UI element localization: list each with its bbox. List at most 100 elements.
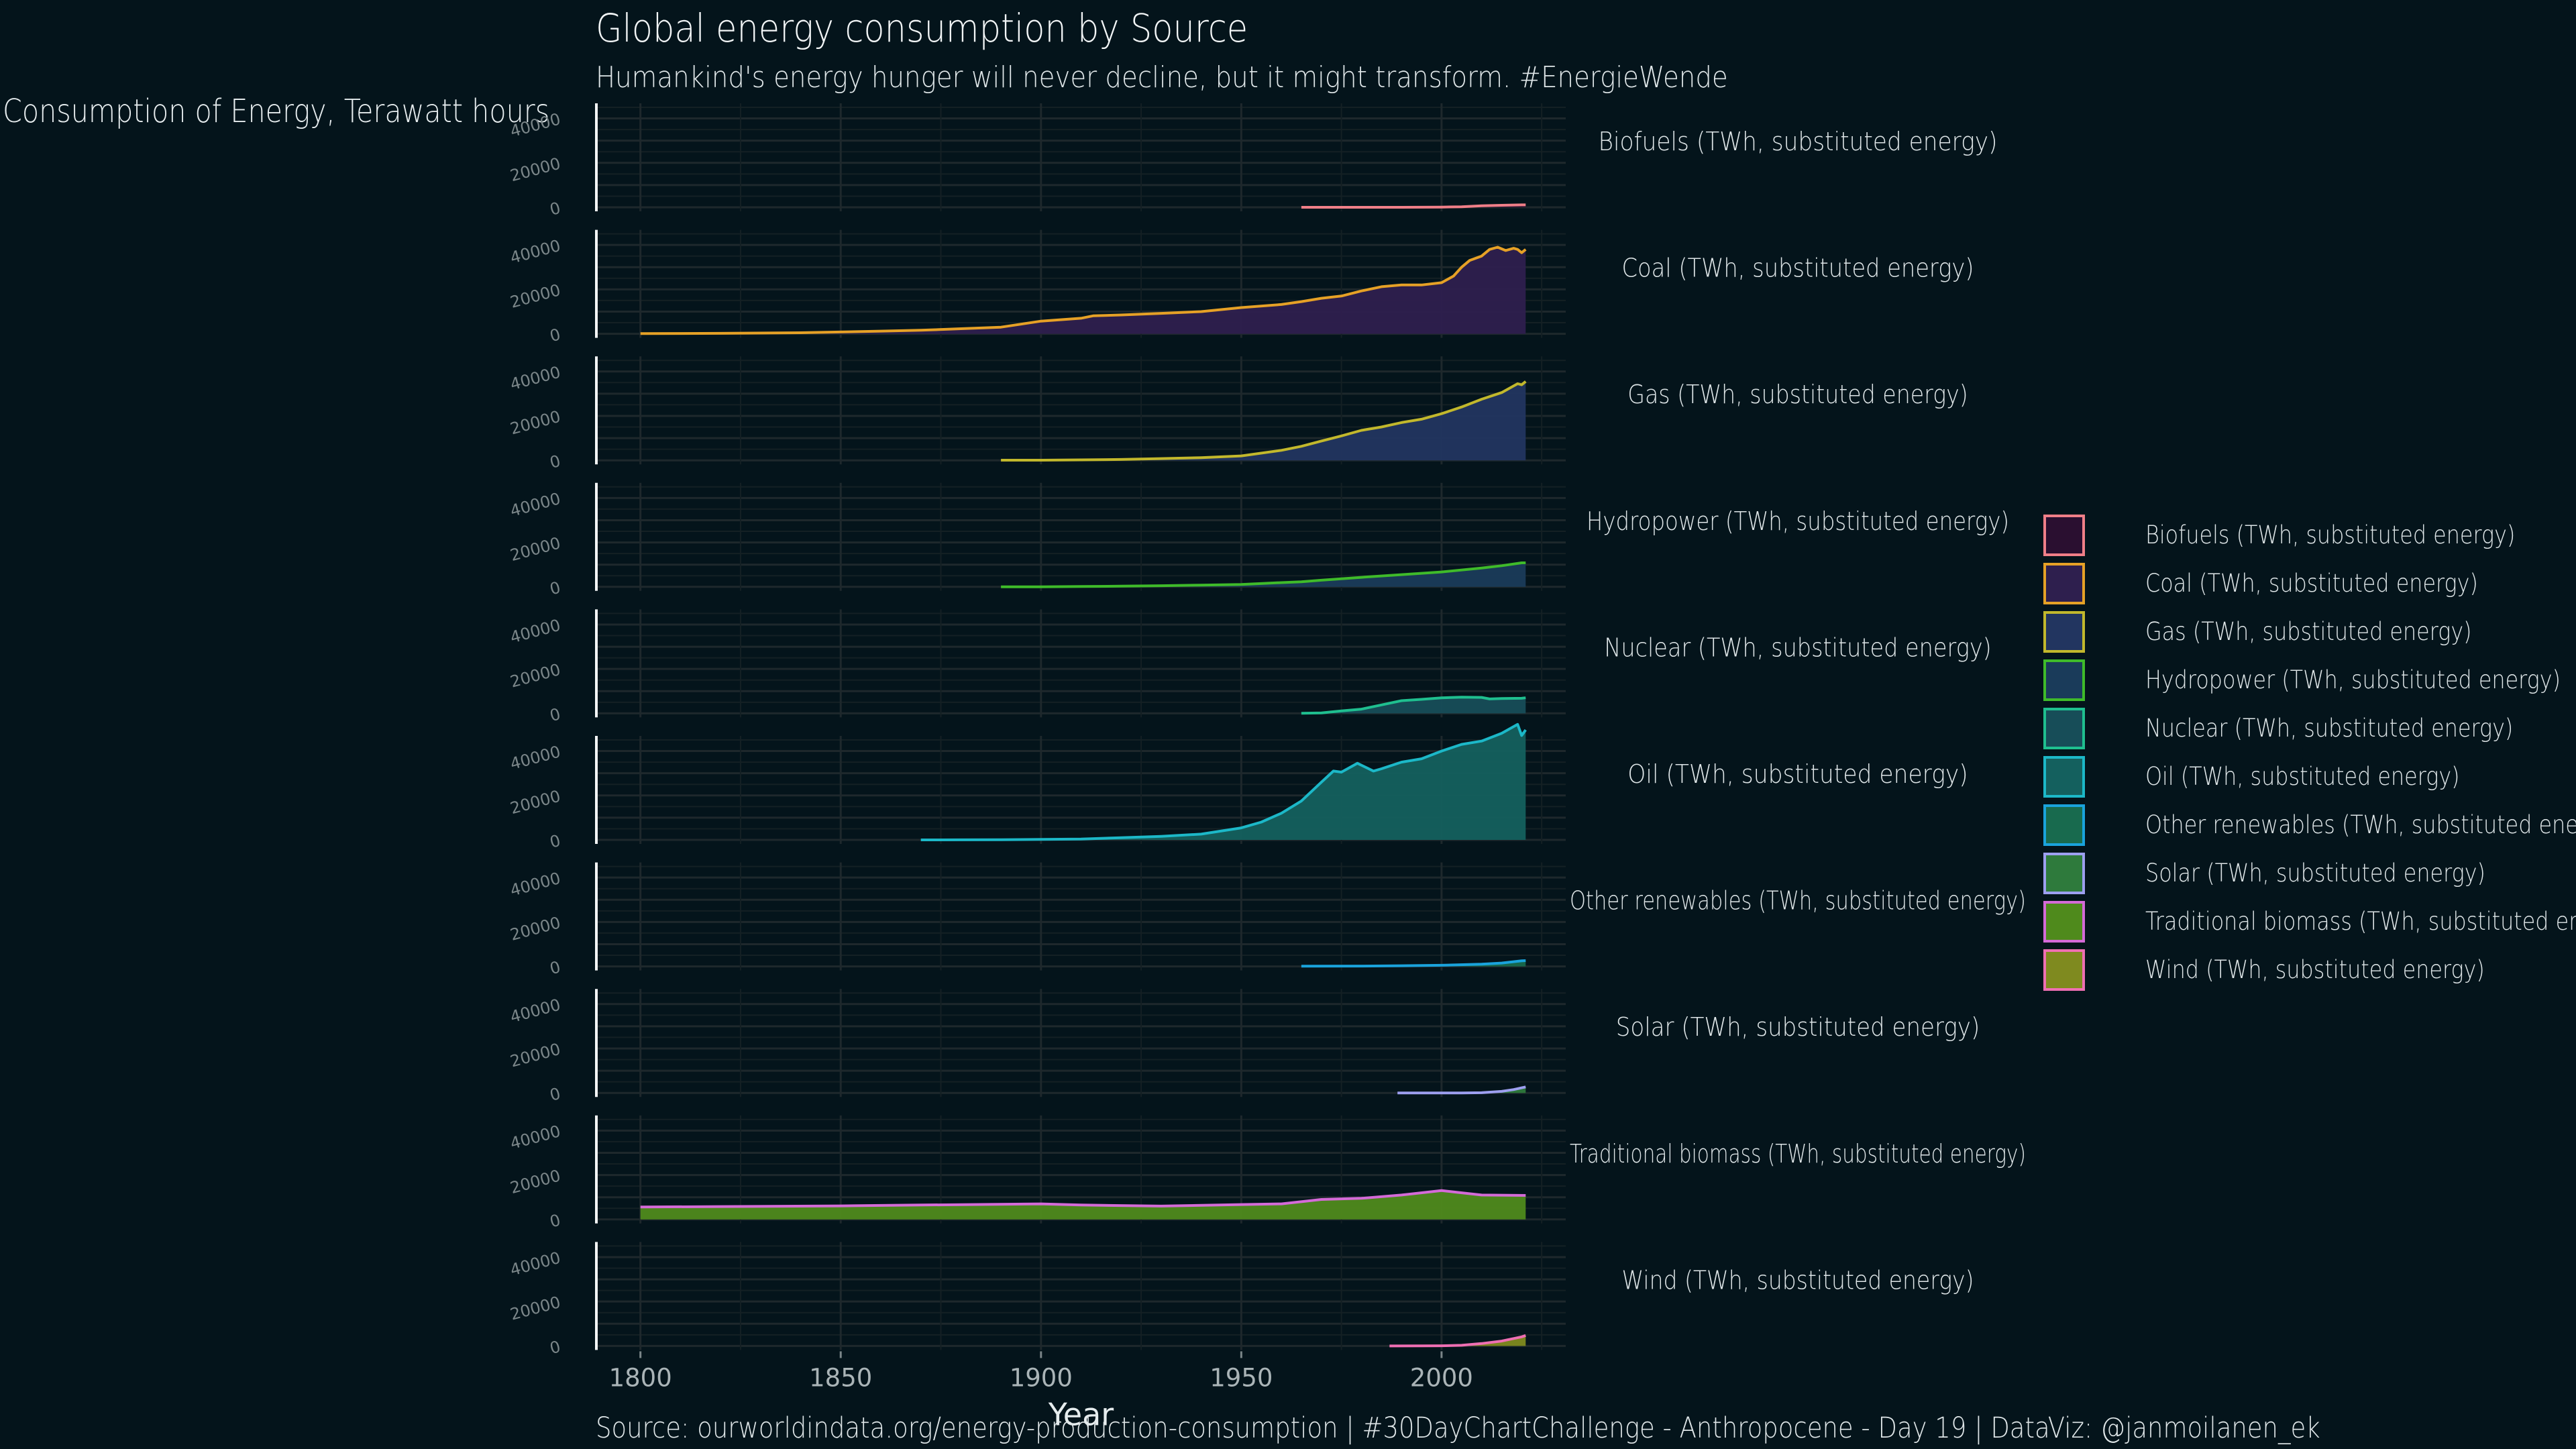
legend-label: Solar (TWh, substituted energy) [2145,859,2485,888]
legend: Biofuels (TWh, substituted energy) Coal (… [2042,511,2576,994]
legend-item: Other renewables (TWh, substituted energ… [2042,801,2576,849]
chart-subtitle: Humankind's energy hunger will never dec… [596,60,1728,95]
chart-caption: Source: ourworldindata.org/energy-produc… [596,1411,2320,1445]
legend-label: Coal (TWh, substituted energy) [2145,569,2478,598]
series-line [1301,959,1526,968]
series-area [640,247,1526,334]
x-tick-label: 1950 [1210,1363,1273,1392]
y-tick-label: 0 [548,578,563,599]
facet-panel: 0 20000 40000 Biofuels (TWh, substituted en… [508,103,1998,219]
y-tick-label: 40000 [508,363,563,394]
legend-swatch [2043,515,2085,556]
y-tick-label: 40000 [508,236,563,268]
x-tick-label: 1900 [1010,1363,1073,1392]
y-tick-label: 0 [548,957,563,978]
y-tick-label: 20000 [508,913,563,945]
legend-swatch [2043,659,2085,701]
facet-label: Hydropower (TWh, substituted energy) [1587,506,2009,536]
series-area [1397,1087,1526,1093]
series-line [1301,696,1526,715]
legend-label: Nuclear (TWh, substituted energy) [2145,714,2514,743]
facet-panel: 0 20000 40000 Coal (TWh, substituted energy… [508,229,1974,345]
facet-panel: 0 20000 40000 Other renewables (TWh, substi… [508,862,2026,978]
y-tick-label: 40000 [508,742,563,773]
legend-item: Solar (TWh, substituted energy) [2042,849,2485,898]
facet-panel: 0 20000 40000 Wind (TWh, substituted energy… [508,1242,1974,1358]
legend-swatch [2043,756,2085,798]
facet-panel: 0 20000 40000 Solar (TWh, substituted energ… [508,989,1980,1105]
legend-swatch [2043,708,2085,749]
legend-swatch [2043,853,2085,894]
series-line [1301,203,1526,209]
y-tick-label: 20000 [508,533,563,565]
legend-item: Hydropower (TWh, substituted energy) [2042,656,2561,704]
y-axis-label: Consumption of Energy, Terawatt hours [3,93,550,130]
facet-panel: 0 20000 40000 Nuclear (TWh, substituted ene… [508,609,1992,725]
y-tick-label: 40000 [508,489,563,521]
y-tick-label: 0 [548,325,563,345]
facet-panel: 0 20000 40000 Gas (TWh, substituted energy) [508,356,1968,472]
y-tick-label: 20000 [508,1040,563,1071]
legend-swatch [2043,611,2085,653]
legend-label: Biofuels (TWh, substituted energy) [2145,521,2516,549]
legend-item: Oil (TWh, substituted energy) [2042,753,2460,801]
y-tick-label: 20000 [508,154,563,186]
y-tick-label: 0 [548,451,563,472]
series-line [920,722,1527,841]
y-tick-label: 20000 [508,787,563,818]
series-line [640,246,1527,335]
x-tick-label: 1850 [809,1363,872,1392]
series-area [1301,697,1526,714]
legend-item: Traditional biomass (TWh, substituted en… [2042,898,2576,946]
legend-item: Biofuels (TWh, substituted energy) [2042,511,2515,559]
legend-swatch [2043,901,2085,943]
series-area [1001,563,1526,587]
facet-label: Coal (TWh, substituted energy) [1622,254,1974,283]
y-tick-label: 40000 [508,109,563,141]
x-tick-label: 2000 [1410,1363,1473,1392]
y-tick-label: 20000 [508,280,563,312]
y-tick-label: 0 [548,704,563,725]
chart-title: Global energy consumption by Source [596,5,1248,51]
legend-swatch [2043,949,2085,991]
legend-item: Gas (TWh, substituted energy) [2042,608,2472,656]
x-tick-label: 1800 [609,1363,672,1392]
y-tick-label: 40000 [508,996,563,1027]
facet-panel: 0 20000 40000 Hydropower (TWh, substituted … [508,482,2009,599]
facet-label: Traditional biomass (TWh, substituted en… [1570,1139,2026,1169]
facet-label: Other renewables (TWh, substituted energ… [1570,886,2026,916]
y-tick-label: 40000 [508,616,563,647]
facet-label: Oil (TWh, substituted energy) [1627,759,1968,789]
series-line [1389,1334,1526,1348]
facet-panel: 0 20000 40000 Oil (TWh, substituted energy) [508,722,1968,852]
x-axis-label: Year [1048,1396,1114,1432]
facet-label: Nuclear (TWh, substituted energy) [1604,633,1992,662]
y-tick-label: 20000 [508,407,563,439]
series-area [640,1190,1526,1220]
legend-item: Wind (TWh, substituted energy) [2042,946,2485,994]
legend-swatch [2043,563,2085,604]
y-tick-label: 40000 [508,1248,563,1280]
y-tick-label: 0 [548,1337,563,1358]
y-tick-label: 40000 [508,1122,563,1153]
y-tick-label: 20000 [508,1166,563,1197]
legend-label: Wind (TWh, substituted energy) [2145,955,2485,984]
legend-label: Gas (TWh, substituted energy) [2145,617,2472,646]
series-area [1001,381,1526,461]
series-line [640,1189,1526,1209]
y-tick-label: 0 [548,1211,563,1232]
facet-label: Biofuels (TWh, substituted energy) [1599,127,1998,156]
series-area [920,724,1526,840]
legend-label: Oil (TWh, substituted energy) [2145,762,2460,791]
facet-label: Solar (TWh, substituted energy) [1616,1012,1980,1042]
y-tick-label: 0 [548,831,563,852]
series-line [1001,380,1527,462]
y-tick-label: 20000 [508,660,563,692]
y-tick-label: 40000 [508,869,563,900]
legend-swatch [2043,804,2085,846]
legend-label: Other renewables (TWh, substituted energ… [2145,810,2576,839]
y-tick-label: 0 [548,199,563,219]
legend-item: Nuclear (TWh, substituted energy) [2042,704,2513,753]
legend-label: Traditional biomass (TWh, substituted en… [2145,907,2576,936]
